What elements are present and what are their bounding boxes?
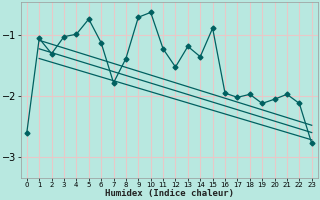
- X-axis label: Humidex (Indice chaleur): Humidex (Indice chaleur): [105, 189, 234, 198]
